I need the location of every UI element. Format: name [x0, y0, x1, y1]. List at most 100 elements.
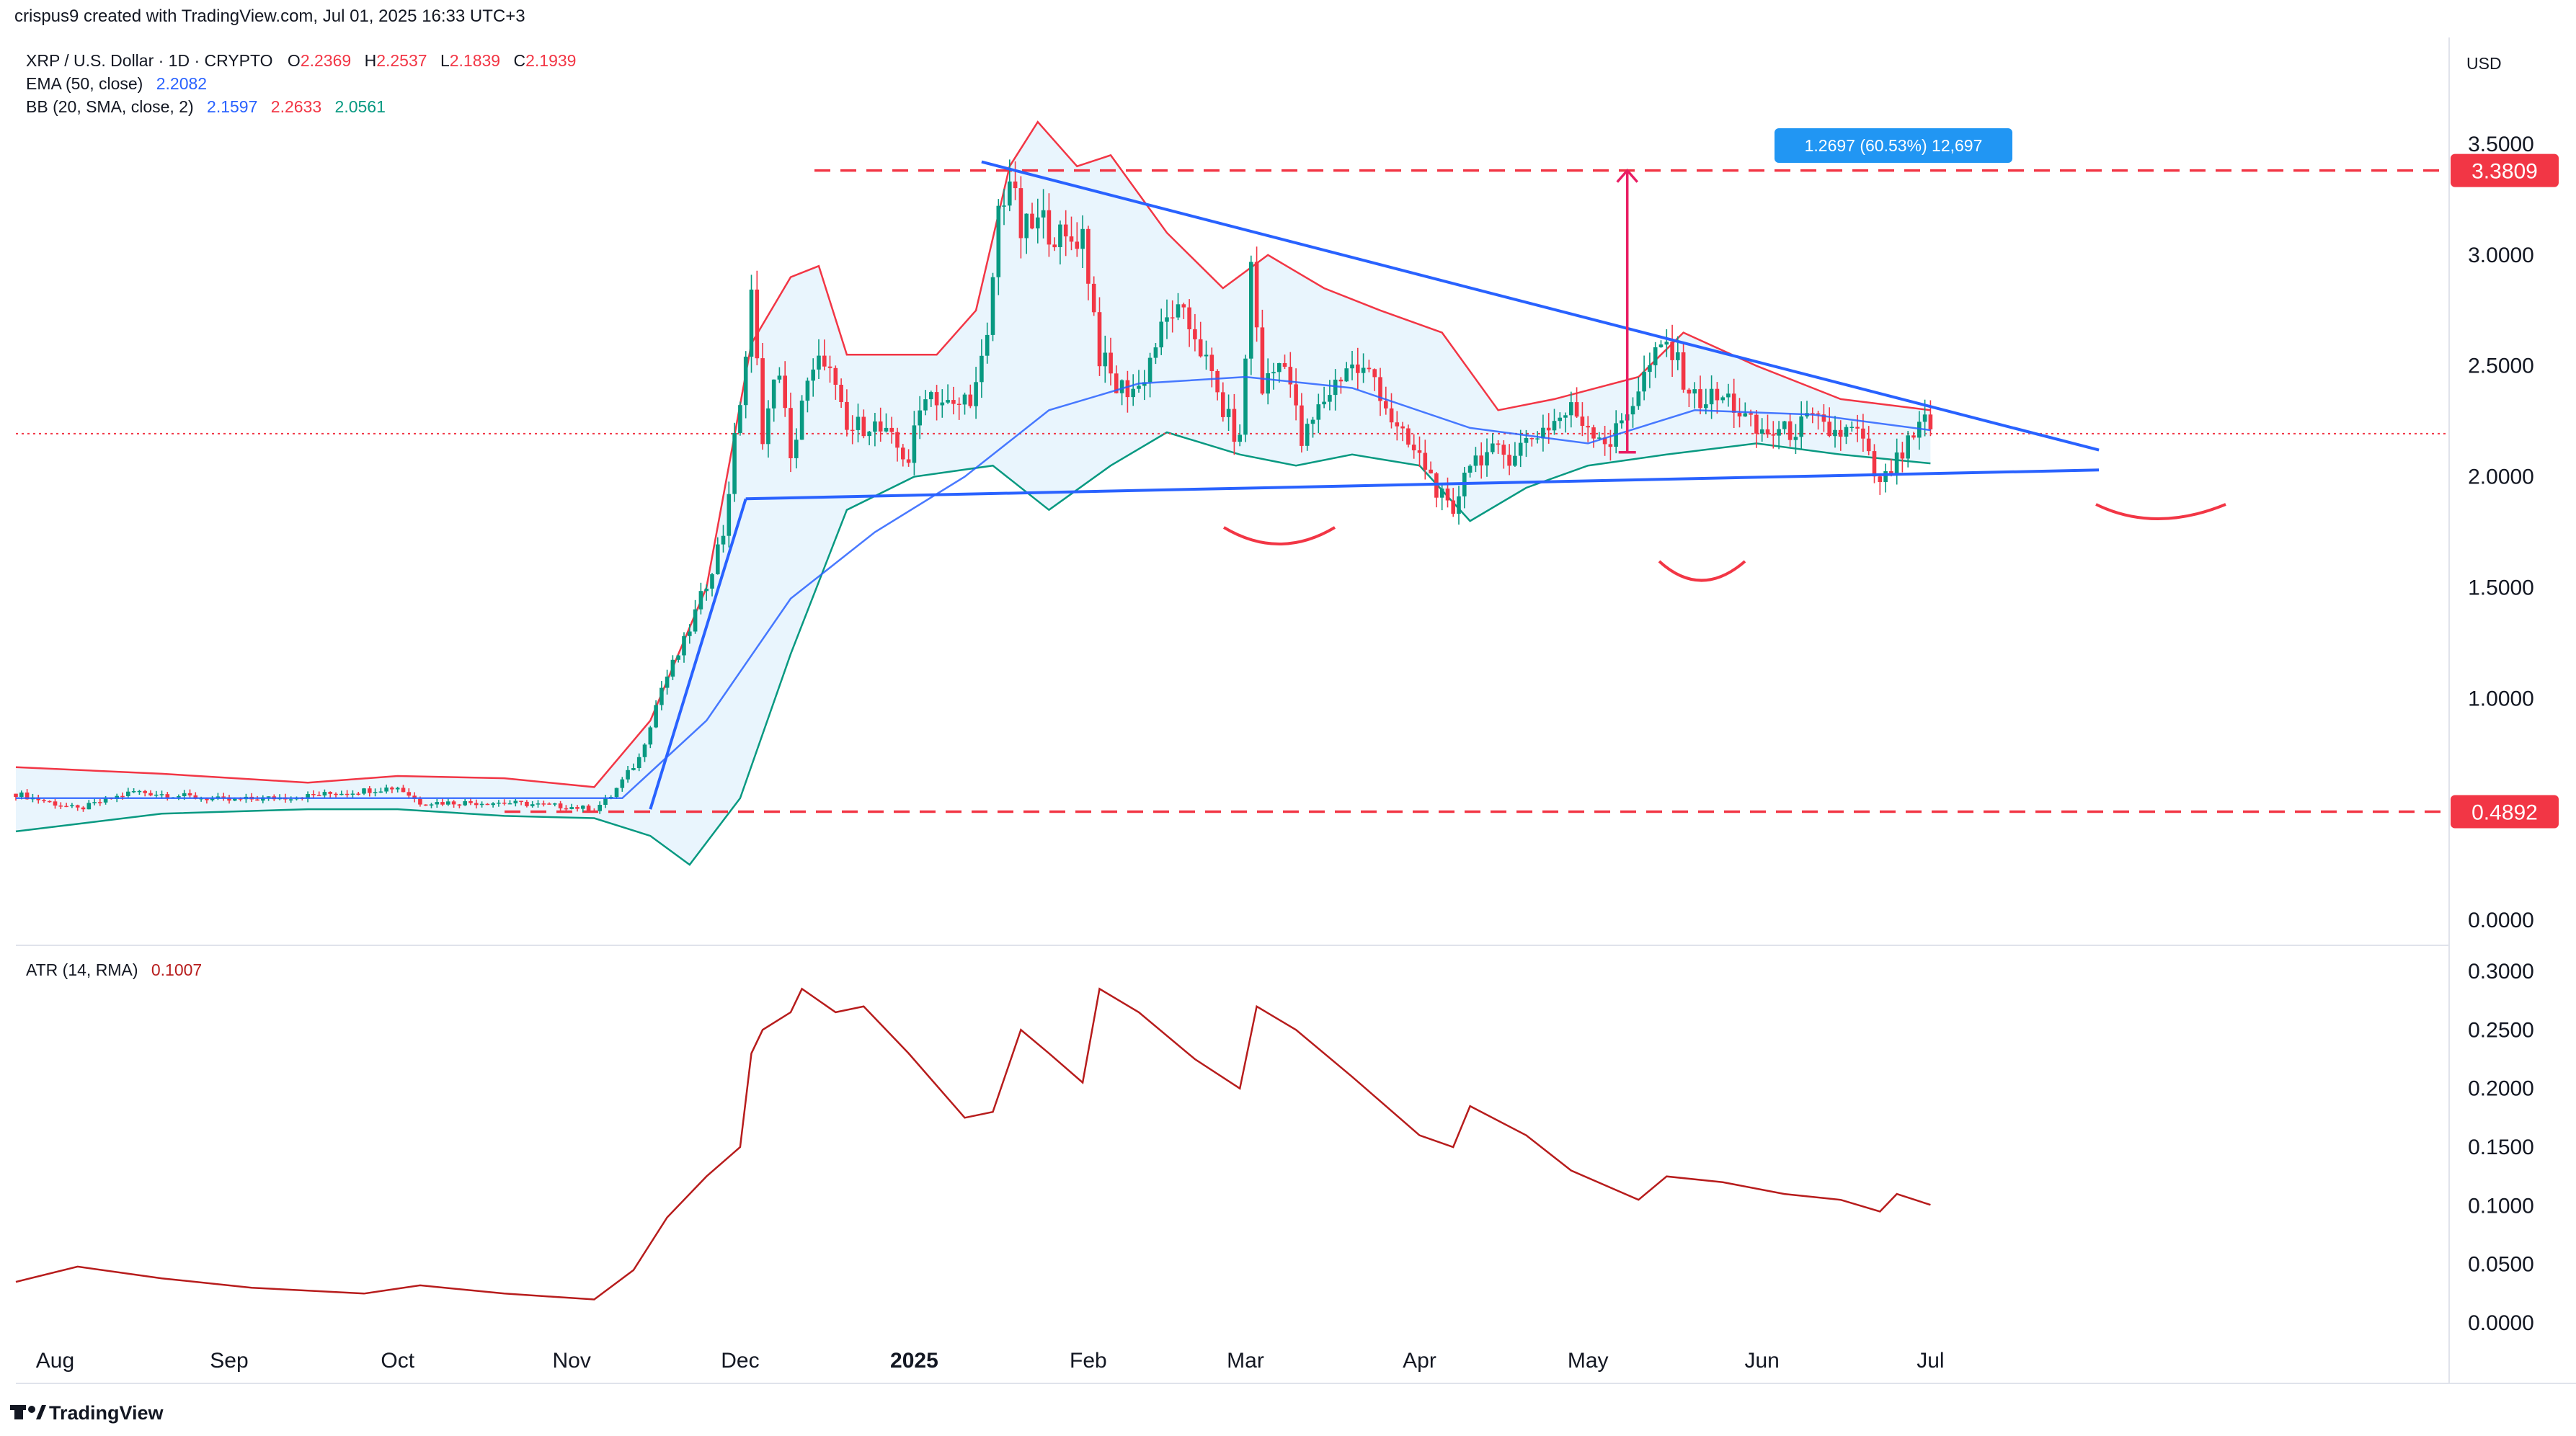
candle-body — [1816, 413, 1821, 415]
candle-body — [519, 800, 523, 802]
triangle-trendlines[interactable] — [649, 160, 2100, 810]
candle-body — [98, 802, 102, 803]
candle-body — [688, 631, 692, 636]
time-tick-label: Oct — [381, 1349, 414, 1373]
candle-body — [497, 803, 501, 804]
candle-body — [395, 788, 400, 790]
candle-body — [659, 687, 664, 705]
atr-tick-label: 0.2000 — [2468, 1077, 2534, 1101]
candle-body — [255, 799, 259, 801]
candle-body — [1558, 417, 1562, 422]
candle-body — [1518, 442, 1523, 456]
candle-body — [962, 394, 967, 405]
time-tick-label: Nov — [553, 1349, 591, 1373]
candle-body — [1630, 406, 1635, 415]
candle-body — [1288, 367, 1293, 385]
logo-mark-slash — [36, 1405, 46, 1419]
candle-body — [704, 589, 709, 592]
legend-close-label: C — [513, 51, 525, 70]
candle-body — [1467, 465, 1473, 473]
candle-body — [1602, 437, 1607, 445]
candle-body — [19, 792, 24, 797]
candle-body — [407, 792, 412, 796]
candle-body — [985, 334, 990, 356]
legend-atr-label[interactable]: ATR (14, RMA) — [26, 960, 138, 979]
candle-body — [1411, 445, 1416, 450]
candle-body — [1260, 327, 1265, 394]
legend-ema-label[interactable]: EMA (50, close) — [26, 74, 143, 93]
right-shoulder-arc[interactable] — [2095, 503, 2226, 520]
candle-body — [614, 788, 619, 798]
candle-body — [92, 802, 97, 803]
candle-body — [42, 800, 46, 801]
trendline[interactable] — [981, 160, 2100, 452]
measure-tool[interactable]: 1.2697 (60.53%) 12,697 — [1616, 128, 2012, 454]
candle-body — [990, 277, 995, 335]
bollinger-band-fill — [16, 122, 1931, 865]
price-tick-label: 3.5000 — [2468, 133, 2534, 156]
candle-body — [558, 803, 563, 808]
candle-body — [867, 432, 871, 437]
candle-body — [1642, 372, 1646, 392]
candle-body — [1917, 422, 1922, 438]
candle-body — [1491, 443, 1495, 452]
candle-body — [1445, 489, 1450, 501]
candle-body — [1591, 427, 1596, 439]
candle-body — [1765, 429, 1770, 434]
legend-bb-basis: 2.1597 — [207, 97, 257, 116]
left-shoulder-arc[interactable] — [1222, 526, 1336, 545]
candle-body — [749, 289, 754, 357]
currency-label[interactable]: USD — [2466, 54, 2502, 73]
trendline[interactable] — [745, 468, 2100, 501]
trendline[interactable] — [649, 498, 747, 810]
time-axis[interactable]: Aug Sep Oct Nov Dec 2025 Feb Mar Apr May Jun Jul — [36, 1349, 1945, 1373]
candle-body — [1670, 342, 1674, 360]
candle-body — [356, 793, 360, 795]
candle-body — [833, 367, 838, 385]
candle-body — [530, 804, 535, 806]
candle-body — [137, 790, 142, 793]
candle-body — [1546, 427, 1551, 431]
atr-tick-label: 0.0000 — [2468, 1311, 2534, 1335]
tradingview-logo[interactable]: TradingView — [10, 1402, 164, 1424]
candle-body — [131, 791, 136, 793]
candle-body — [316, 795, 321, 796]
candle-body — [1872, 451, 1877, 477]
time-tick-label: Apr — [1403, 1349, 1436, 1373]
candle-body — [547, 803, 551, 805]
candle-body — [766, 408, 770, 445]
candle-body — [827, 366, 832, 368]
candle-body — [177, 796, 181, 798]
candle-body — [1395, 422, 1400, 427]
logo-mark-dot — [28, 1406, 35, 1413]
candle-body — [1125, 380, 1130, 398]
candle-body — [1715, 388, 1720, 401]
candle-body — [951, 400, 956, 404]
candle-body — [1165, 317, 1169, 322]
candle-body — [1849, 427, 1855, 428]
candle-body — [384, 788, 388, 792]
candle-body — [968, 394, 973, 406]
atr-axis[interactable]: 0.0000 0.0500 0.1000 0.1500 0.2000 0.2500 0.30… — [2468, 960, 2534, 1335]
legend-bb-label[interactable]: BB (20, SMA, close, 2) — [26, 97, 194, 116]
candle-body — [1310, 419, 1315, 424]
candle-body — [1855, 427, 1860, 429]
candle-body — [1429, 469, 1433, 473]
candle-body — [1344, 368, 1349, 382]
candle-body — [1759, 429, 1764, 434]
candle-body — [861, 416, 866, 437]
candle-body — [507, 803, 512, 805]
level-price-tags: 3.3809 0.4892 — [2451, 153, 2559, 829]
candle-body — [1047, 210, 1052, 245]
candle-body — [1086, 228, 1091, 284]
candle-body — [1356, 364, 1360, 373]
candle-body — [1664, 342, 1669, 345]
legend-symbol[interactable]: XRP / U.S. Dollar · 1D · CRYPTO — [26, 51, 273, 70]
head-arc[interactable] — [1658, 560, 1746, 582]
candle-body — [1911, 435, 1916, 438]
candle-body — [1271, 372, 1276, 374]
candle-body — [451, 801, 456, 805]
price-tick-label: 1.0000 — [2468, 687, 2534, 710]
candle-body — [1417, 450, 1422, 453]
time-tick-label: Dec — [721, 1349, 759, 1373]
